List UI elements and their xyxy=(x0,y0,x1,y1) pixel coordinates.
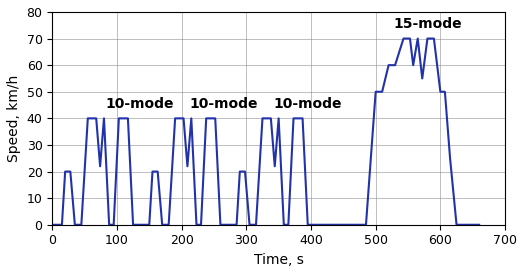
Text: 10-mode: 10-mode xyxy=(274,97,342,111)
Y-axis label: Speed, km/h: Speed, km/h xyxy=(7,75,21,162)
Text: 15-mode: 15-mode xyxy=(394,17,462,31)
X-axis label: Time, s: Time, s xyxy=(254,253,303,267)
Text: 10-mode: 10-mode xyxy=(189,97,258,111)
Text: 10-mode: 10-mode xyxy=(105,97,174,111)
